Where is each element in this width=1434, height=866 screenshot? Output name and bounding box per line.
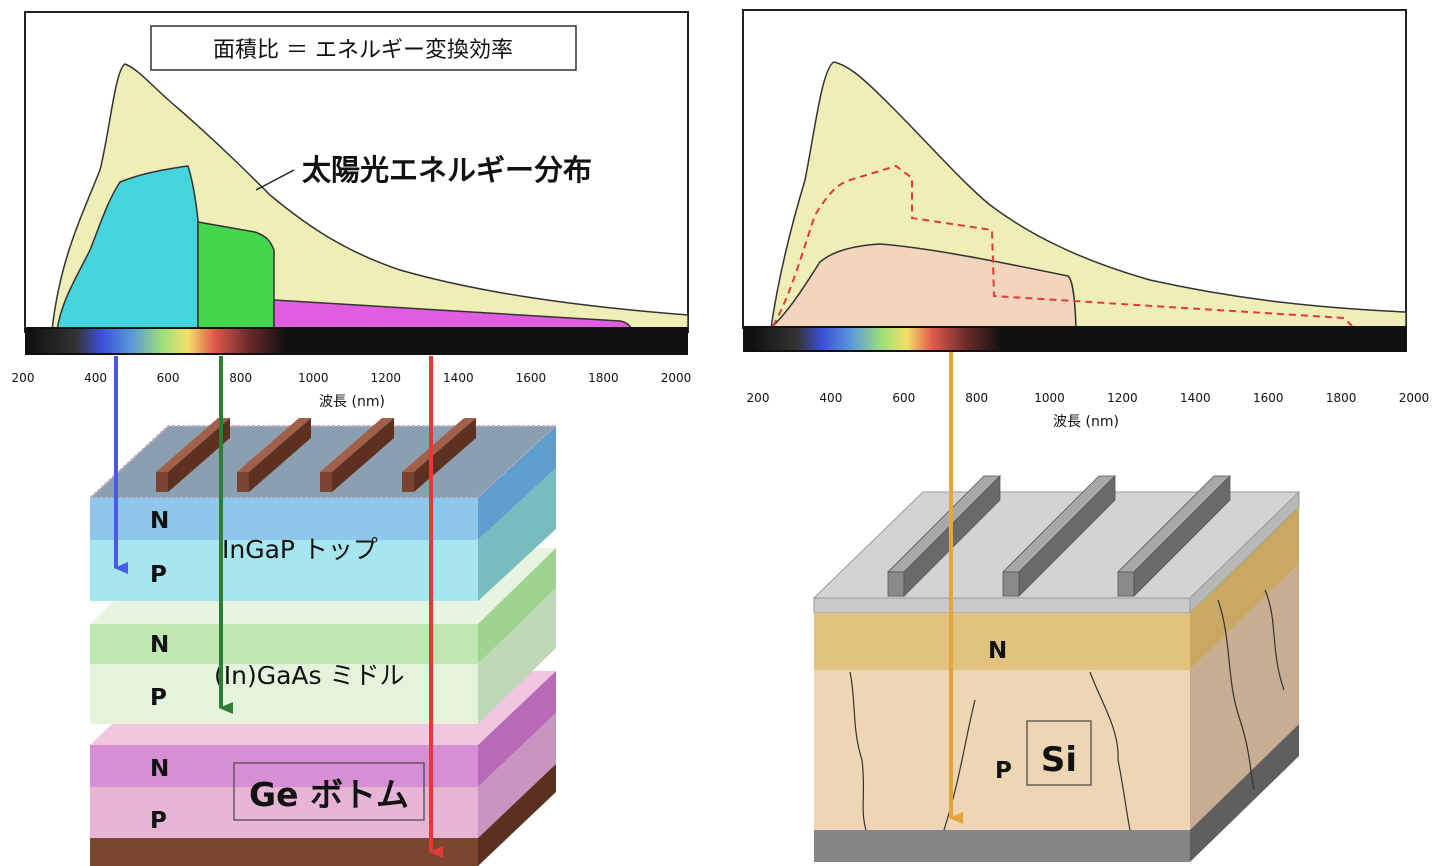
ge-substrate-side: [478, 764, 556, 866]
si-p-front: [814, 670, 1190, 830]
multijunction-outline: [772, 164, 1353, 327]
si-electrode-finger: [1002, 475, 1116, 597]
si-crack-line: [1217, 599, 1255, 791]
ge-p-side: [478, 713, 556, 838]
left-xlabel: 波長 (nm): [319, 394, 385, 410]
ge-name-label: Ge ボトム: [249, 775, 409, 814]
left-axis-tick-label: 400: [84, 371, 107, 385]
si-back-contact-side: [1190, 724, 1299, 862]
gaas-n-label: N: [150, 632, 169, 658]
si-cell: N P Si: [812, 475, 1301, 862]
si-absorbed-area: [769, 243, 1077, 329]
left-panel: 面積比 ＝ エネルギー変換効率 太陽光エネルギー分布 200 400 600 800 1…: [12, 11, 692, 866]
si-crack-line: [943, 699, 976, 831]
right-axis-tick-label: 1000: [1034, 391, 1065, 405]
ge-p-label: P: [150, 808, 167, 834]
ge-n-front: [90, 745, 478, 787]
left-electrodes: [156, 418, 476, 492]
right-axis-tick-label: 600: [892, 391, 915, 405]
si-p-label: P: [995, 758, 1012, 784]
ge-bottom-layer: N P Ge ボトム: [90, 671, 556, 866]
left-top-cell-area: [56, 165, 199, 331]
legend-box: [150, 25, 577, 71]
electrode-finger: [156, 418, 230, 492]
ingap-name-label: InGaP トップ: [222, 535, 378, 564]
right-axis-tick-label: 1800: [1326, 391, 1357, 405]
ge-substrate-front: [90, 838, 478, 866]
ingap-top-layer: N P InGaP トップ: [87, 425, 559, 601]
si-back-contact-front: [814, 830, 1190, 862]
si-n-front: [814, 613, 1190, 670]
gaas-n-front: [90, 624, 478, 664]
electrode-finger: [237, 418, 311, 492]
right-axis-tick-label: 800: [965, 391, 988, 405]
right-panel: 200 400 600 800 1000 1200 1400 1600 1800 2000 波長 …: [742, 9, 1430, 862]
left-axis-tick-label: 1000: [298, 371, 329, 385]
gaas-n-side: [478, 548, 556, 664]
ge-p-front: [90, 787, 478, 838]
right-xlabel: 波長 (nm): [1053, 414, 1119, 430]
left-axis-tick-label: 1400: [443, 371, 474, 385]
ge-n-side: [478, 671, 556, 787]
ingap-n-front: [90, 498, 478, 540]
ge-n-label: N: [150, 756, 169, 782]
ingap-p-side: [478, 468, 556, 601]
si-n-label: N: [988, 638, 1007, 664]
left-middle-cell-area: [197, 221, 275, 331]
left-axis-tick-label: 800: [229, 371, 252, 385]
ge-label-box: [233, 762, 425, 821]
si-crack-line: [1264, 589, 1285, 691]
sun-label-leader: [255, 169, 295, 191]
left-axis-ticks: 200 400 600 800 1000 1200 1400 1600 1800 2000: [12, 371, 692, 385]
right-visible-spectrum: [752, 328, 1002, 350]
ingap-n-label: N: [150, 508, 169, 534]
ingap-n-side: [478, 426, 556, 540]
right-axis-tick-label: 200: [747, 391, 770, 405]
ingap-p-front: [90, 540, 478, 601]
si-material-label: Si: [1041, 740, 1077, 780]
si-electrode-finger: [1117, 475, 1231, 597]
electrode-finger: [320, 418, 394, 492]
gaas-p-front: [90, 664, 478, 724]
gaas-p-label: P: [150, 685, 167, 711]
si-n-side: [1190, 507, 1299, 670]
left-axis-tick-label: 600: [157, 371, 180, 385]
si-label-box: [1026, 720, 1092, 786]
right-axis-ticks: 200 400 600 800 1000 1200 1400 1600 1800 2000: [747, 391, 1430, 405]
right-axis-tick-label: 400: [819, 391, 842, 405]
gaas-p-side: [478, 588, 556, 724]
right-axis-tick-label: 1600: [1253, 391, 1284, 405]
left-axis-tick-label: 1200: [371, 371, 402, 385]
ingap-p-label: P: [150, 562, 167, 588]
sun-label: 太陽光エネルギー分布: [302, 153, 592, 187]
si-crack-line: [849, 671, 867, 831]
si-glass-front: [813, 597, 1191, 614]
legend-text: 面積比 ＝ エネルギー変換効率: [213, 38, 513, 63]
left-axis-tick-label: 1600: [516, 371, 547, 385]
gaas-name-label: (In)GaAs ミドル: [214, 661, 405, 690]
left-axis-tick-label: 1800: [588, 371, 619, 385]
left-axis-tick-label: 2000: [661, 371, 692, 385]
si-p-side: [1190, 564, 1299, 830]
right-axis-tick-label: 2000: [1399, 391, 1430, 405]
right-axis-tick-label: 1400: [1180, 391, 1211, 405]
left-visible-spectrum: [30, 329, 285, 353]
left-axis-tick-label: 200: [12, 371, 35, 385]
si-crack-line: [1089, 671, 1131, 831]
right-axis-tick-label: 1200: [1107, 391, 1138, 405]
